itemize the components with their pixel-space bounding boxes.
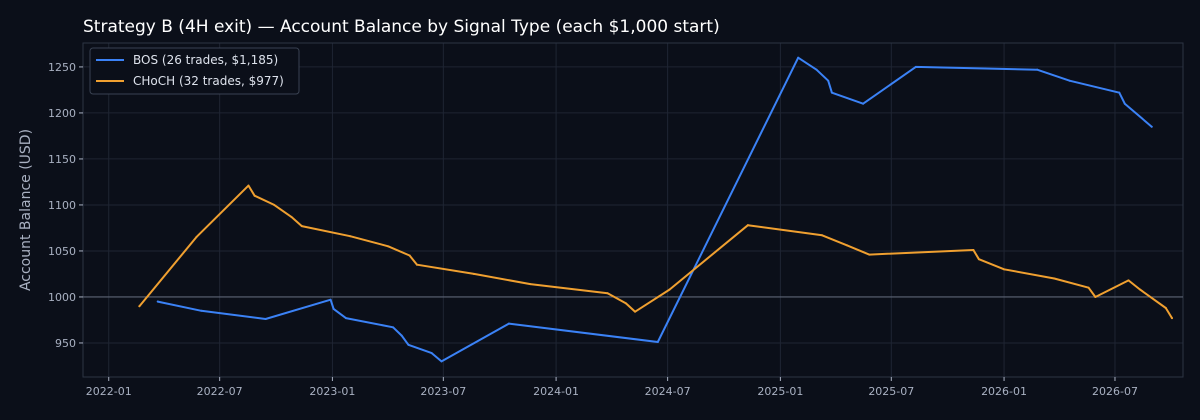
legend-label-bos: BOS (26 trades, $1,185) (133, 53, 278, 67)
data-point-bos (392, 326, 395, 329)
y-axis-label: Account Balance (USD) (18, 129, 34, 291)
data-point-bos (797, 56, 800, 59)
data-point-choch (1003, 268, 1006, 271)
chart-title: Strategy B (4H exit) — Account Balance b… (83, 17, 720, 37)
y-tick-label: 1250 (48, 61, 76, 74)
data-point-choch (1170, 317, 1173, 320)
plot-frame (82, 42, 1184, 378)
data-point-bos (1118, 91, 1121, 94)
data-point-choch (300, 225, 303, 228)
data-point-bos (1150, 125, 1153, 128)
x-tick-label: 2024-01 (533, 385, 579, 398)
data-point-choch (668, 288, 671, 291)
data-point-bos (400, 334, 403, 337)
data-point-choch (846, 244, 849, 247)
data-point-choch (1087, 286, 1090, 289)
data-point-choch (415, 263, 418, 266)
x-tick-label: 2024-07 (645, 385, 691, 398)
legend: BOS (26 trades, $1,185) CHoCH (32 trades,… (89, 47, 300, 95)
data-point-bos (329, 298, 332, 301)
data-point-choch (195, 236, 198, 239)
y-tick-label: 950 (55, 337, 76, 350)
y-tick-label: 1150 (48, 153, 76, 166)
y-tick-label: 1100 (48, 199, 76, 212)
y-tick-label: 1050 (48, 245, 76, 258)
data-point-choch (1053, 277, 1056, 280)
data-point-choch (821, 234, 824, 237)
legend-box (89, 47, 300, 95)
data-point-bos (815, 68, 818, 71)
data-point-choch (408, 254, 411, 257)
data-point-bos (430, 352, 433, 355)
x-tick-label: 2025-01 (757, 385, 803, 398)
data-point-choch (977, 258, 980, 261)
data-point-choch (253, 194, 256, 197)
data-point-choch (634, 310, 637, 313)
data-point-bos (862, 102, 865, 105)
data-point-bos (264, 318, 267, 321)
x-tick-label: 2023-01 (309, 385, 355, 398)
data-point-choch (290, 215, 293, 218)
y-tick-label: 1200 (48, 107, 76, 120)
data-point-choch (746, 224, 749, 227)
data-point-choch (529, 283, 532, 286)
data-point-bos (830, 91, 833, 94)
data-point-bos (1123, 102, 1126, 105)
data-point-choch (472, 272, 475, 275)
data-point-choch (273, 203, 276, 206)
data-point-bos (1036, 68, 1039, 71)
data-point-choch (349, 235, 352, 238)
data-point-choch (868, 253, 871, 256)
plot-area: 950 1000 1050 1100 1150 1200 1250 2022-01 2022-0… (18, 42, 1184, 398)
data-point-bos (200, 309, 203, 312)
data-point-bos (332, 307, 335, 310)
series-line-choch (138, 184, 1173, 320)
series-line-bos (156, 56, 1153, 363)
legend-label-choch: CHoCH (32 trades, $977) (133, 74, 284, 88)
data-point-bos (407, 343, 410, 346)
x-tick-label: 2025-07 (868, 385, 914, 398)
data-point-bos (827, 79, 830, 82)
x-tick-label: 2026-07 (1092, 385, 1138, 398)
data-point-bos (344, 317, 347, 320)
data-point-choch (1164, 306, 1167, 309)
data-point-choch (606, 292, 609, 295)
x-tick-label: 2026-01 (981, 385, 1027, 398)
y-tick-label: 1000 (48, 291, 76, 304)
data-point-choch (1127, 279, 1130, 282)
x-tick-label: 2023-07 (420, 385, 466, 398)
data-point-bos (914, 65, 917, 68)
data-point-bos (1068, 79, 1071, 82)
x-tick-label: 2022-01 (86, 385, 132, 398)
data-point-choch (138, 305, 141, 308)
x-tick-label: 2022-07 (197, 385, 243, 398)
data-point-choch (1139, 288, 1142, 291)
data-point-choch (247, 184, 250, 187)
data-point-choch (624, 302, 627, 305)
data-point-bos (156, 300, 159, 303)
data-point-bos (656, 341, 659, 344)
data-point-choch (1094, 295, 1097, 298)
data-point-choch (972, 249, 975, 252)
data-point-bos (440, 360, 443, 363)
data-point-bos (507, 322, 510, 325)
data-point-choch (387, 245, 390, 248)
